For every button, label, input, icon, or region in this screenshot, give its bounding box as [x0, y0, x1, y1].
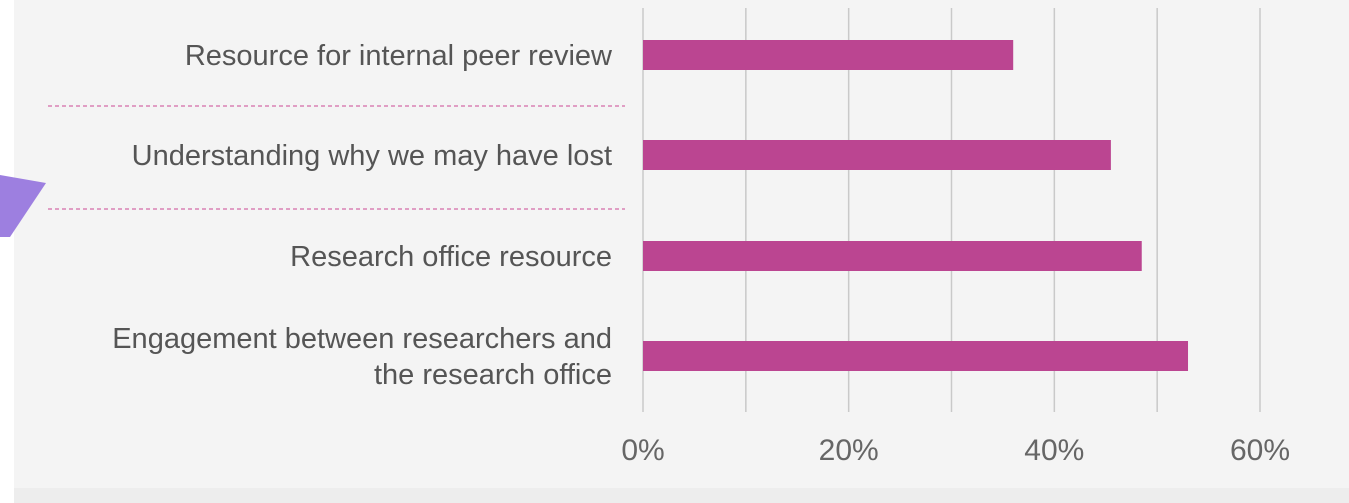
category-labels: Resource for internal peer review Underst… [112, 40, 613, 391]
category-label-3-line-1: the research office [374, 359, 612, 391]
bar-3 [643, 341, 1189, 371]
category-label-2: Research office resource [290, 241, 612, 273]
x-tick-label-1: 20% [819, 434, 879, 467]
category-label-0: Resource for internal peer review [185, 40, 613, 72]
x-tick-labels: 0% 20% 40% 60% [621, 434, 1290, 467]
bars [643, 40, 1189, 371]
x-tick-label-3: 60% [1230, 434, 1290, 467]
category-label-1: Understanding why we may have lost [132, 140, 612, 172]
bar-0 [643, 40, 1014, 70]
category-label-3-line-0: Engagement between researchers and [112, 323, 612, 355]
x-tick-label-2: 40% [1024, 434, 1084, 467]
x-tick-label-0: 0% [621, 434, 664, 467]
pointer-arrow-icon [0, 175, 46, 237]
footer-strip [14, 488, 1349, 503]
bar-2 [643, 241, 1142, 271]
category-separators [48, 105, 625, 210]
bar-1 [643, 140, 1111, 170]
